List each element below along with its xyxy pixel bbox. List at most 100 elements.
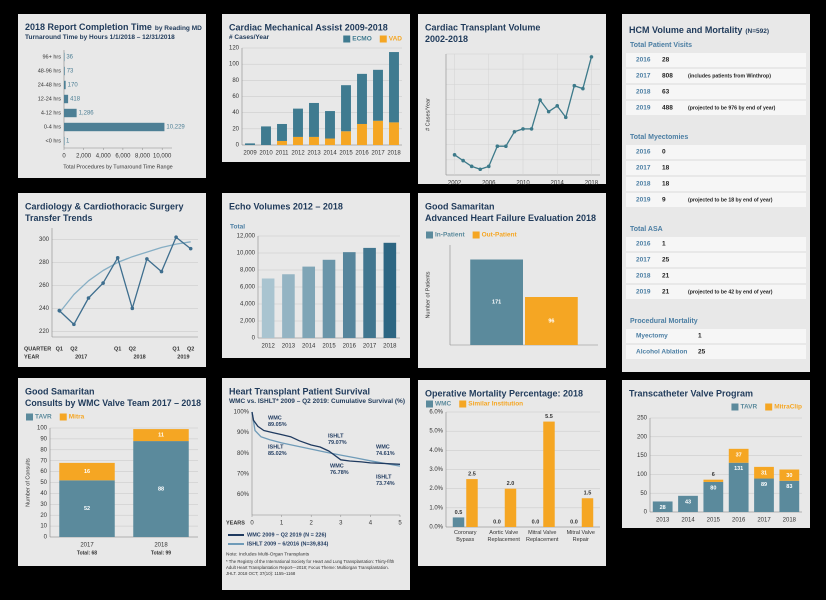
x-tick-label-box: Mitral Valve Replacement [526,530,558,543]
y-tick-label: 6,000 [240,285,256,291]
value-label: 96 [548,318,554,324]
point [504,144,508,148]
x-tick-label: 0 [62,154,66,160]
row-label: 2019 [636,197,651,204]
row-label: Alcohol Ablation [636,349,687,356]
value-label: 131 [734,466,743,472]
point [159,269,164,274]
value-label: 37 [736,452,742,458]
bar [357,73,367,124]
y-tick-label: 260 [39,283,50,289]
y-tick-label: 60 [232,94,239,100]
y-tick-label: 100 [637,472,648,478]
chart-title: Good Samaritan [425,201,495,211]
legend-swatch [472,231,480,239]
value-label: 28 [660,505,666,511]
bar [59,480,115,537]
value-label: 171 [492,300,501,306]
panel [222,193,410,358]
x-tick-label: 5 [398,521,402,527]
x-tick-label: 0 [250,521,254,527]
table-row [626,53,806,67]
bar [277,140,287,145]
x-tick-label: Mitral Valve Repair [566,530,595,543]
legend-label: TAVR [740,404,757,411]
bar [342,252,356,338]
x-group-label: 2018 [133,354,145,360]
y-tick-label: 12,000 [237,234,256,240]
bar [373,120,383,145]
row-value: 21 [662,273,670,280]
y-tick-label: 30 [40,502,47,508]
x-tick-label: Q1 [114,346,121,352]
point [529,127,534,131]
bar [703,481,724,512]
bar [728,462,749,512]
bar [452,517,465,527]
row-label: Myectomy [636,333,668,340]
row-value: 488 [662,105,673,112]
point [469,164,474,169]
y-tick-label: 220 [39,329,50,335]
value-label: 6 [712,472,715,478]
x-tick-label: 2012 [291,151,305,157]
bar [282,274,295,338]
point [546,109,551,114]
y-tick-label: 280 [39,260,50,266]
footnote: Adult Heart Transplantation Report—2018;… [226,565,389,570]
y-axis-label: Number of Patients [425,271,431,318]
legend-swatch [26,413,33,421]
row-value: 28 [662,57,670,64]
table-row [626,101,806,115]
bar [754,478,774,512]
chart-title: Cardiac Mechanical Assist 2009-2018 [229,22,388,32]
panel [418,14,606,184]
category-note: Total: 99 [151,550,171,556]
table-row [626,69,806,83]
y-tick-label: 12-24 hrs [38,96,61,102]
bar [64,52,65,62]
chart-title: Transfer Trends [25,213,93,223]
footnote: JHLT. 2018 OCT; 37(10): 1155–1168 [226,571,296,576]
table-title-suffix: (N=592) [745,28,769,35]
legend-label: VAD [389,36,403,43]
point [174,235,178,239]
section-heading: Total ASA [630,226,663,233]
row-value: 25 [698,349,706,356]
bar [277,123,287,141]
row-note: (includes patients from Winthrop) [688,73,771,79]
x-tick-label: 2016 [732,518,746,524]
x-tick-label-box: Aortic Valve Replacement [488,530,520,543]
value-label: 31 [761,470,767,476]
y-tick-label: 120 [229,46,240,52]
value-label: 52 [84,506,90,512]
bar [293,108,303,137]
annotation: ISHLT [268,444,284,450]
annotation: WMC [376,444,390,450]
table-row [626,253,806,267]
chart-title: Consults by WMC Valve Team 2017 – 2018 [25,398,201,408]
line [58,236,192,326]
table-row [626,161,806,175]
row-label: 2016 [636,241,651,248]
x-tick-label: 2014 [302,344,316,350]
y-tick-label: 60% [237,492,250,498]
y-tick-label: 80 [40,447,47,453]
value-label: 10,229 [166,125,185,131]
legend-label: MitraClip [774,404,802,411]
table-row [626,85,806,99]
y-tick-label: 10 [40,524,47,530]
y-axis-label: Total [230,224,245,231]
bar [383,242,397,338]
legend-swatch [426,400,433,408]
x-tick-label: Q1 [172,346,179,352]
row-label: 2019 [636,289,651,296]
x-tick-label: 2014 [681,518,695,524]
bar [341,85,351,132]
x-tick-label: 2013 [307,151,321,157]
bar [309,136,319,145]
bar [261,126,271,145]
bar [325,138,335,145]
bar [779,480,800,512]
legend-swatch [379,35,387,43]
